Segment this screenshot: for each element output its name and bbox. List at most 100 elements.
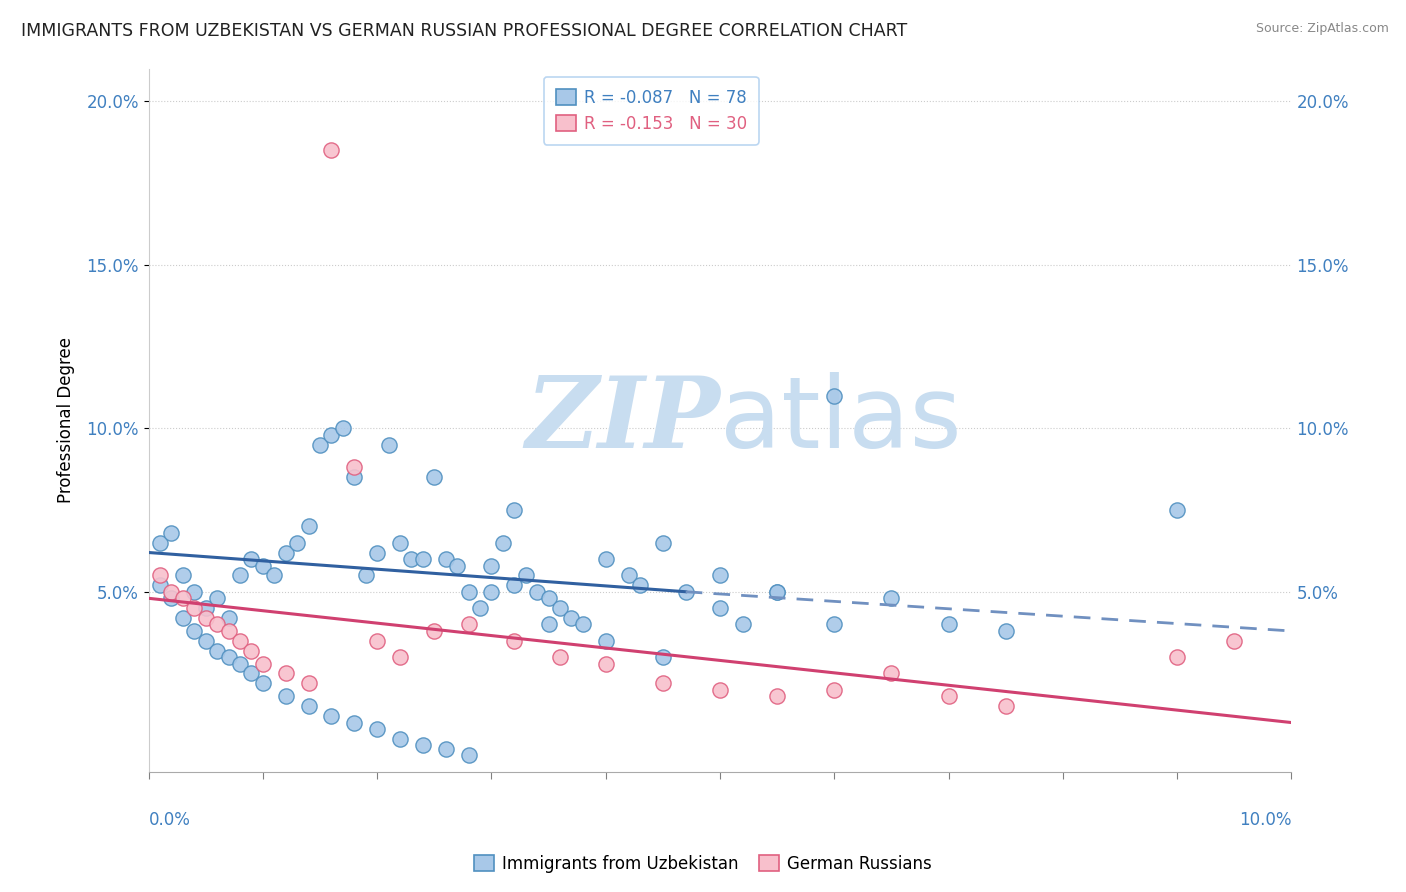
Text: atlas: atlas	[720, 372, 962, 468]
Point	[457, 617, 479, 632]
Point	[160, 525, 183, 540]
Point	[434, 741, 457, 756]
Point	[434, 552, 457, 566]
Point	[149, 535, 172, 549]
Point	[332, 421, 354, 435]
Point	[880, 591, 903, 606]
Point	[343, 470, 366, 484]
Point	[252, 657, 274, 671]
Point	[537, 591, 560, 606]
Point	[240, 643, 263, 657]
Point	[423, 470, 446, 484]
Point	[218, 624, 240, 638]
Point	[354, 568, 377, 582]
Point	[263, 568, 285, 582]
Point	[274, 690, 297, 704]
Point	[205, 643, 228, 657]
Text: ZIP: ZIP	[524, 372, 720, 468]
Legend: Immigrants from Uzbekistan, German Russians: Immigrants from Uzbekistan, German Russi…	[467, 848, 939, 880]
Point	[285, 535, 308, 549]
Point	[548, 601, 571, 615]
Point	[172, 591, 194, 606]
Point	[938, 617, 960, 632]
Point	[548, 650, 571, 665]
Point	[492, 535, 515, 549]
Point	[274, 666, 297, 681]
Point	[252, 676, 274, 690]
Y-axis label: Professional Degree: Professional Degree	[58, 337, 75, 503]
Point	[1166, 650, 1188, 665]
Point	[205, 591, 228, 606]
Point	[194, 633, 217, 648]
Point	[412, 552, 434, 566]
Point	[366, 633, 388, 648]
Point	[183, 624, 205, 638]
Point	[401, 552, 423, 566]
Point	[412, 739, 434, 753]
Point	[766, 690, 789, 704]
Point	[572, 617, 595, 632]
Point	[297, 699, 319, 714]
Point	[503, 578, 526, 592]
Point	[388, 535, 411, 549]
Point	[537, 617, 560, 632]
Point	[160, 591, 183, 606]
Point	[297, 676, 319, 690]
Point	[709, 682, 731, 697]
Point	[651, 650, 673, 665]
Point	[205, 617, 228, 632]
Point	[149, 578, 172, 592]
Point	[709, 568, 731, 582]
Point	[309, 437, 332, 451]
Text: Source: ZipAtlas.com: Source: ZipAtlas.com	[1256, 22, 1389, 36]
Point	[240, 552, 263, 566]
Point	[321, 143, 343, 157]
Point	[617, 568, 640, 582]
Point	[366, 545, 388, 559]
Point	[823, 617, 845, 632]
Text: IMMIGRANTS FROM UZBEKISTAN VS GERMAN RUSSIAN PROFESSIONAL DEGREE CORRELATION CHA: IMMIGRANTS FROM UZBEKISTAN VS GERMAN RUS…	[21, 22, 907, 40]
Point	[731, 617, 754, 632]
Point	[343, 460, 366, 475]
Point	[515, 568, 537, 582]
Point	[503, 633, 526, 648]
Point	[675, 584, 697, 599]
Point	[218, 611, 240, 625]
Point	[229, 633, 252, 648]
Point	[388, 731, 411, 746]
Point	[149, 568, 172, 582]
Point	[297, 519, 319, 533]
Point	[651, 676, 673, 690]
Point	[377, 437, 399, 451]
Point	[343, 715, 366, 730]
Point	[194, 601, 217, 615]
Point	[560, 611, 582, 625]
Point	[709, 601, 731, 615]
Point	[938, 690, 960, 704]
Point	[172, 611, 194, 625]
Point	[595, 633, 617, 648]
Point	[321, 709, 343, 723]
Point	[880, 666, 903, 681]
Point	[457, 584, 479, 599]
Point	[1223, 633, 1246, 648]
Point	[423, 624, 446, 638]
Point	[595, 657, 617, 671]
Point	[481, 558, 503, 573]
Point	[766, 584, 789, 599]
Point	[468, 601, 491, 615]
Point	[160, 584, 183, 599]
Point	[218, 650, 240, 665]
Point	[481, 584, 503, 599]
Point	[526, 584, 548, 599]
Point	[252, 558, 274, 573]
Point	[823, 682, 845, 697]
Text: 0.0%: 0.0%	[149, 811, 190, 829]
Point	[172, 568, 194, 582]
Point	[823, 388, 845, 402]
Point	[229, 568, 252, 582]
Point	[994, 624, 1017, 638]
Point	[446, 558, 468, 573]
Point	[766, 584, 789, 599]
Point	[183, 584, 205, 599]
